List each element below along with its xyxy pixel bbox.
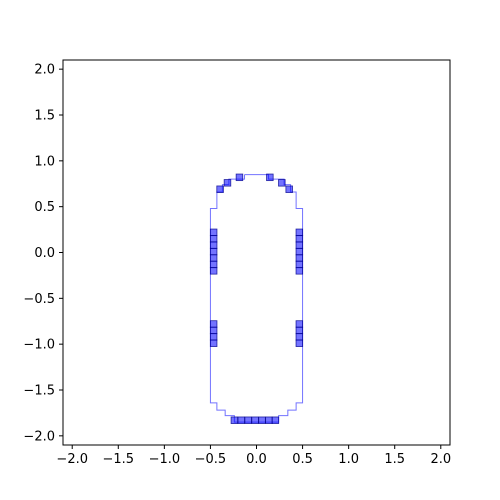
y-tick-label: −0.5 (23, 292, 55, 307)
data-cell (209, 339, 218, 347)
data-cell (209, 254, 218, 262)
data-cell (251, 416, 259, 424)
x-tick-label: 0.5 (292, 452, 313, 467)
data-cell (209, 247, 218, 256)
x-tick-label: −1.5 (102, 452, 134, 467)
x-tick-label: 2.0 (430, 452, 451, 467)
data-cell (230, 416, 239, 424)
data-cell (209, 235, 218, 243)
y-axis: 2.0 1.5 1.0 0.5 0.0 −0.5 −1.0 −1.5 −2.0 (23, 63, 63, 444)
data-cell (244, 416, 252, 424)
data-cell (216, 185, 224, 193)
data-cell (295, 326, 304, 335)
data-cell (223, 179, 232, 187)
y-tick-label: 0.0 (34, 246, 55, 261)
x-tick-label: −1.0 (149, 452, 181, 467)
data-cell (295, 235, 304, 243)
y-tick-label: −1.0 (23, 338, 55, 353)
x-axis: −2.0 −1.5 −1.0 −0.5 0.0 0.5 1.0 1.5 2.0 (56, 445, 451, 467)
data-cell (209, 267, 218, 275)
y-tick-label: 1.5 (34, 109, 55, 124)
y-tick-label: 1.0 (34, 154, 55, 169)
data-cell (209, 320, 218, 328)
y-tick-label: −1.5 (23, 384, 55, 399)
y-tick-label: 0.5 (34, 200, 55, 215)
y-tick-label: −2.0 (23, 429, 55, 444)
data-cell (278, 179, 286, 187)
data-cell (295, 241, 304, 249)
data-cell (285, 185, 293, 193)
plot-area (62, 59, 451, 446)
data-cell (295, 260, 304, 269)
x-tick-label: 1.0 (338, 452, 359, 467)
data-cell (271, 416, 280, 424)
data-cell (295, 333, 304, 341)
data-cell (266, 173, 274, 182)
x-tick-label: −2.0 (56, 452, 88, 467)
x-tick-label: 1.5 (384, 452, 405, 467)
data-cell (209, 241, 218, 249)
data-cell (209, 228, 218, 237)
data-cell (235, 173, 244, 182)
data-cell (295, 339, 304, 347)
data-cell (237, 416, 246, 424)
data-cell (295, 247, 304, 256)
axes-background (63, 60, 450, 445)
data-cell (295, 267, 304, 275)
data-cell (265, 416, 273, 424)
data-cell (295, 254, 304, 262)
data-cell (209, 260, 218, 269)
data-cell (295, 228, 304, 237)
x-tick-label: −0.5 (195, 452, 227, 467)
data-cell (295, 320, 304, 328)
data-marks (209, 173, 304, 424)
data-cell (258, 416, 266, 424)
x-tick-label: 0.0 (246, 452, 267, 467)
data-cell (209, 326, 218, 335)
y-tick-label: 2.0 (34, 63, 55, 78)
data-cell (209, 333, 218, 341)
